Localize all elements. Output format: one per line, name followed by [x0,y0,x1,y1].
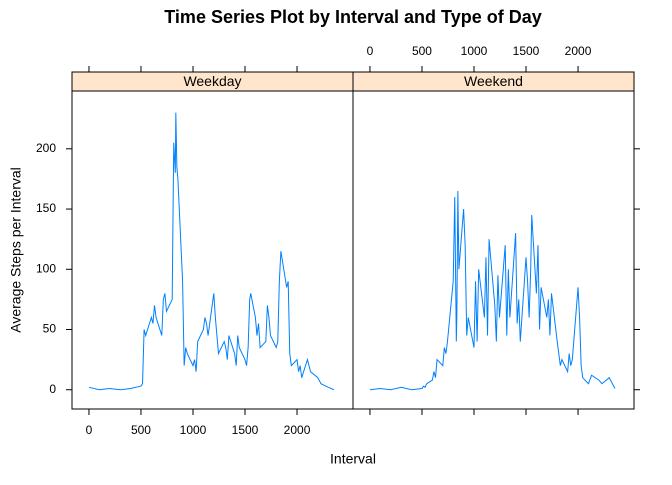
x-tick-label: 2000 [565,44,592,58]
y-tick-label: 200 [36,141,56,155]
y-tick-label: 50 [43,322,57,336]
x-tick-label: 500 [412,44,432,58]
x-tick-label: 2000 [284,423,311,437]
strip-label: Weekend [464,73,523,89]
chart-title: Time Series Plot by Interval and Type of… [164,7,541,27]
series-line [369,190,616,391]
x-tick-label: 1000 [180,423,207,437]
x-tick-label: 1000 [461,44,488,58]
x-tick-label: 1500 [232,423,259,437]
y-tick-label: 100 [36,261,56,275]
y-axis-label: Average Steps per Interval [8,167,24,333]
x-tick-label: 500 [131,423,151,437]
x-tick-label: 1500 [513,44,540,58]
x-tick-label: 0 [367,44,374,58]
series-line [88,112,335,391]
panel [352,90,635,410]
x-tick-label: 0 [86,423,93,437]
y-tick-label: 0 [49,382,56,396]
x-axis-label: Interval [330,451,376,467]
strip-label: Weekday [183,73,241,89]
panel [71,90,354,410]
y-tick-label: 150 [36,201,56,215]
